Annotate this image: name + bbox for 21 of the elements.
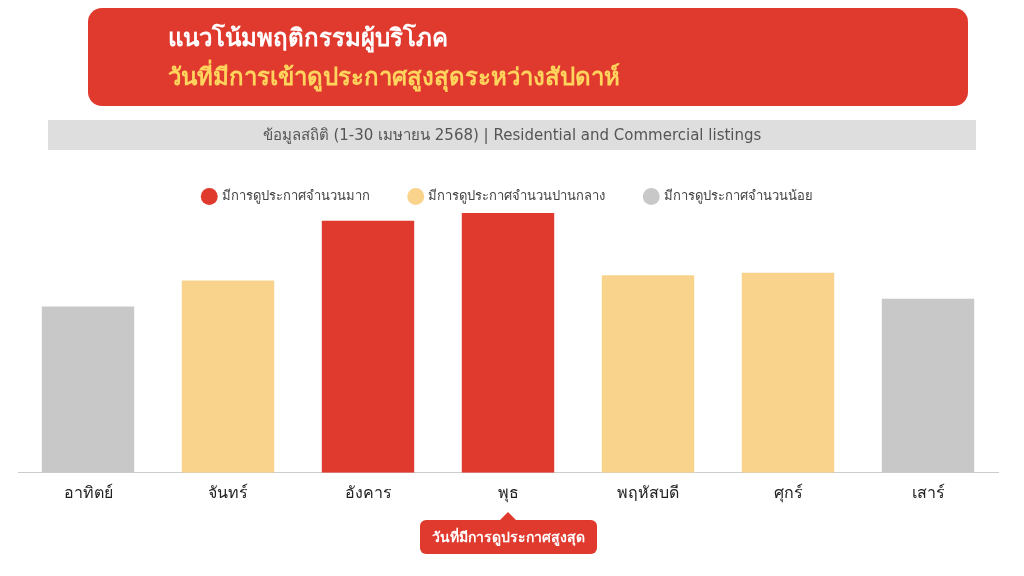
legend-label: มีการดูประกาศจำนวนน้อย	[663, 187, 813, 204]
text: ข้อมูลสถิติ (1-30 เมษายน 2568) | Residential and Commercial listings	[48, 120, 976, 150]
bar	[41, 306, 135, 473]
x-tick-label: พฤหัสบดี	[617, 482, 679, 502]
x-tick-label: เสาร์	[911, 482, 945, 502]
x-tick-label: พุธ	[497, 482, 519, 503]
chart-subtitle: วันที่มีการเข้าดูประกาศสูงสุดระหว่างสัปดาห์	[168, 58, 621, 94]
legend-label: มีการดูประกาศจำนวนมาก	[221, 187, 370, 204]
legend-label: มีการดูประกาศจำนวนปานกลาง	[428, 187, 606, 204]
bar	[181, 280, 275, 473]
x-tick-label: อังคาร	[344, 482, 392, 502]
bar	[321, 220, 415, 473]
bar	[601, 275, 695, 473]
x-tick-label: ศุกร์	[773, 482, 803, 503]
bar	[461, 213, 555, 473]
bar	[741, 272, 835, 473]
text: วันที่มีการดูประกาศสูงสุด	[419, 520, 597, 554]
bar	[881, 298, 975, 473]
x-tick-label: จันทร์	[208, 482, 248, 502]
chart-title: แนวโน้มพฤติกรรมผู้บริโภค	[168, 22, 449, 55]
x-tick-label: อาทิตย์	[63, 482, 113, 502]
